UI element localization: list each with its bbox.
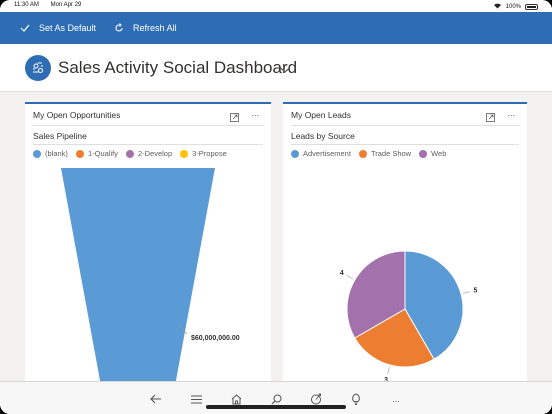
legend-item-trade-show[interactable]: Trade Show	[358, 149, 412, 158]
chart-title: Sales Pipeline	[33, 131, 87, 141]
pie-slice-web[interactable]	[346, 250, 406, 339]
funnel-segment-blank[interactable]	[61, 168, 215, 384]
panel-header: My Open Leads ...	[291, 104, 519, 126]
legend-item-develop[interactable]: 2-Develop	[125, 149, 173, 158]
bottom-navigation-bar: ...	[0, 381, 552, 414]
funnel-data-label: $60,000,000.00	[191, 335, 240, 342]
data-label-leader-line	[462, 291, 470, 294]
more-options-button[interactable]: ...	[507, 108, 515, 118]
panel-header: My Open Opportunities ...	[33, 104, 263, 126]
open-opportunities-panel: My Open Opportunities ... Sales Pipeline…	[25, 102, 271, 384]
legend-item-web[interactable]: Web	[419, 149, 446, 158]
refresh-icon	[115, 23, 123, 32]
dashboard-title: Sales Activity Social Dashboard	[58, 58, 298, 77]
home-icon[interactable]	[225, 388, 247, 410]
status-bar: 11:30 AM Mon Apr 29 100%	[0, 0, 552, 12]
chart-legend: Advertisement Trade Show Web	[291, 149, 454, 158]
battery-percent: 100%	[505, 3, 521, 10]
expand-icon[interactable]	[486, 109, 495, 127]
panel-title: My Open Opportunities	[33, 110, 121, 120]
divider	[33, 144, 263, 145]
data-label-leader-line	[346, 275, 354, 280]
chart-title: Leads by Source	[291, 131, 355, 141]
pie-slice-advertisement[interactable]	[404, 250, 464, 360]
status-time: 11:30 AM	[14, 2, 39, 8]
status-date: Mon Apr 29	[50, 2, 82, 8]
legend-label: Web	[431, 149, 447, 158]
lightbulb-icon[interactable]	[345, 388, 367, 410]
more-icon[interactable]: ...	[392, 394, 400, 404]
dashboard-header: Sales Activity Social Dashboard	[0, 44, 552, 92]
chart-legend: (blank) 1-Qualify 2-Develop 3-Propose	[33, 149, 235, 158]
divider	[291, 144, 519, 145]
legend-swatch	[358, 149, 367, 158]
refresh-all-label: Refresh All	[133, 23, 177, 33]
pie-data-label: 5	[474, 288, 478, 295]
refresh-all-button[interactable]: Refresh All	[114, 23, 177, 33]
pie-chart: 5 3 4	[340, 250, 478, 384]
search-icon[interactable]	[265, 388, 287, 410]
back-arrow-icon[interactable]	[145, 388, 167, 410]
funnel-chart: $60,000,000.00	[61, 168, 240, 384]
menu-icon[interactable]	[185, 388, 207, 410]
data-label-leader-line	[387, 366, 390, 374]
pie-slice-trade-show[interactable]	[354, 308, 435, 368]
expand-icon[interactable]	[230, 109, 239, 127]
legend-item-blank[interactable]: (blank)	[33, 149, 68, 158]
command-bar: Set As Default Refresh All	[0, 12, 552, 44]
more-options-button[interactable]: ...	[251, 108, 259, 118]
pie-data-label: 3	[384, 377, 388, 384]
legend-item-advertisement[interactable]: Advertisement	[291, 149, 351, 158]
set-as-default-button[interactable]: Set As Default	[20, 23, 96, 33]
legend-item-qualify[interactable]: 1-Qualify	[75, 149, 118, 158]
dashboard-selector-chevron-icon[interactable]	[279, 61, 291, 79]
panel-title: My Open Leads	[291, 110, 352, 120]
legend-swatch	[75, 149, 84, 158]
legend-label: 3-Propose	[192, 149, 227, 158]
wifi-icon	[493, 2, 502, 11]
pie-data-label: 4	[340, 270, 344, 277]
dashboard-icon	[25, 55, 51, 81]
open-leads-panel: My Open Leads ... Leads by Source Advert…	[283, 102, 527, 384]
legend-label: 1-Qualify	[87, 149, 118, 158]
set-as-default-label: Set As Default	[39, 23, 97, 33]
activity-icon[interactable]	[305, 388, 327, 410]
legend-swatch	[33, 149, 41, 158]
legend-swatch	[419, 149, 428, 158]
legend-item-propose[interactable]: 3-Propose	[180, 149, 227, 158]
battery-icon	[525, 3, 538, 10]
legend-label: (blank)	[45, 149, 68, 158]
legend-label: 2-Develop	[137, 149, 173, 158]
legend-label: Advertisement	[303, 149, 351, 158]
legend-swatch	[180, 149, 189, 158]
legend-label: Trade Show	[370, 149, 412, 158]
checkmark-icon	[20, 24, 30, 32]
home-indicator[interactable]	[206, 405, 346, 409]
data-label-leader-line	[179, 325, 188, 335]
legend-swatch	[125, 149, 134, 158]
legend-swatch	[291, 149, 299, 158]
